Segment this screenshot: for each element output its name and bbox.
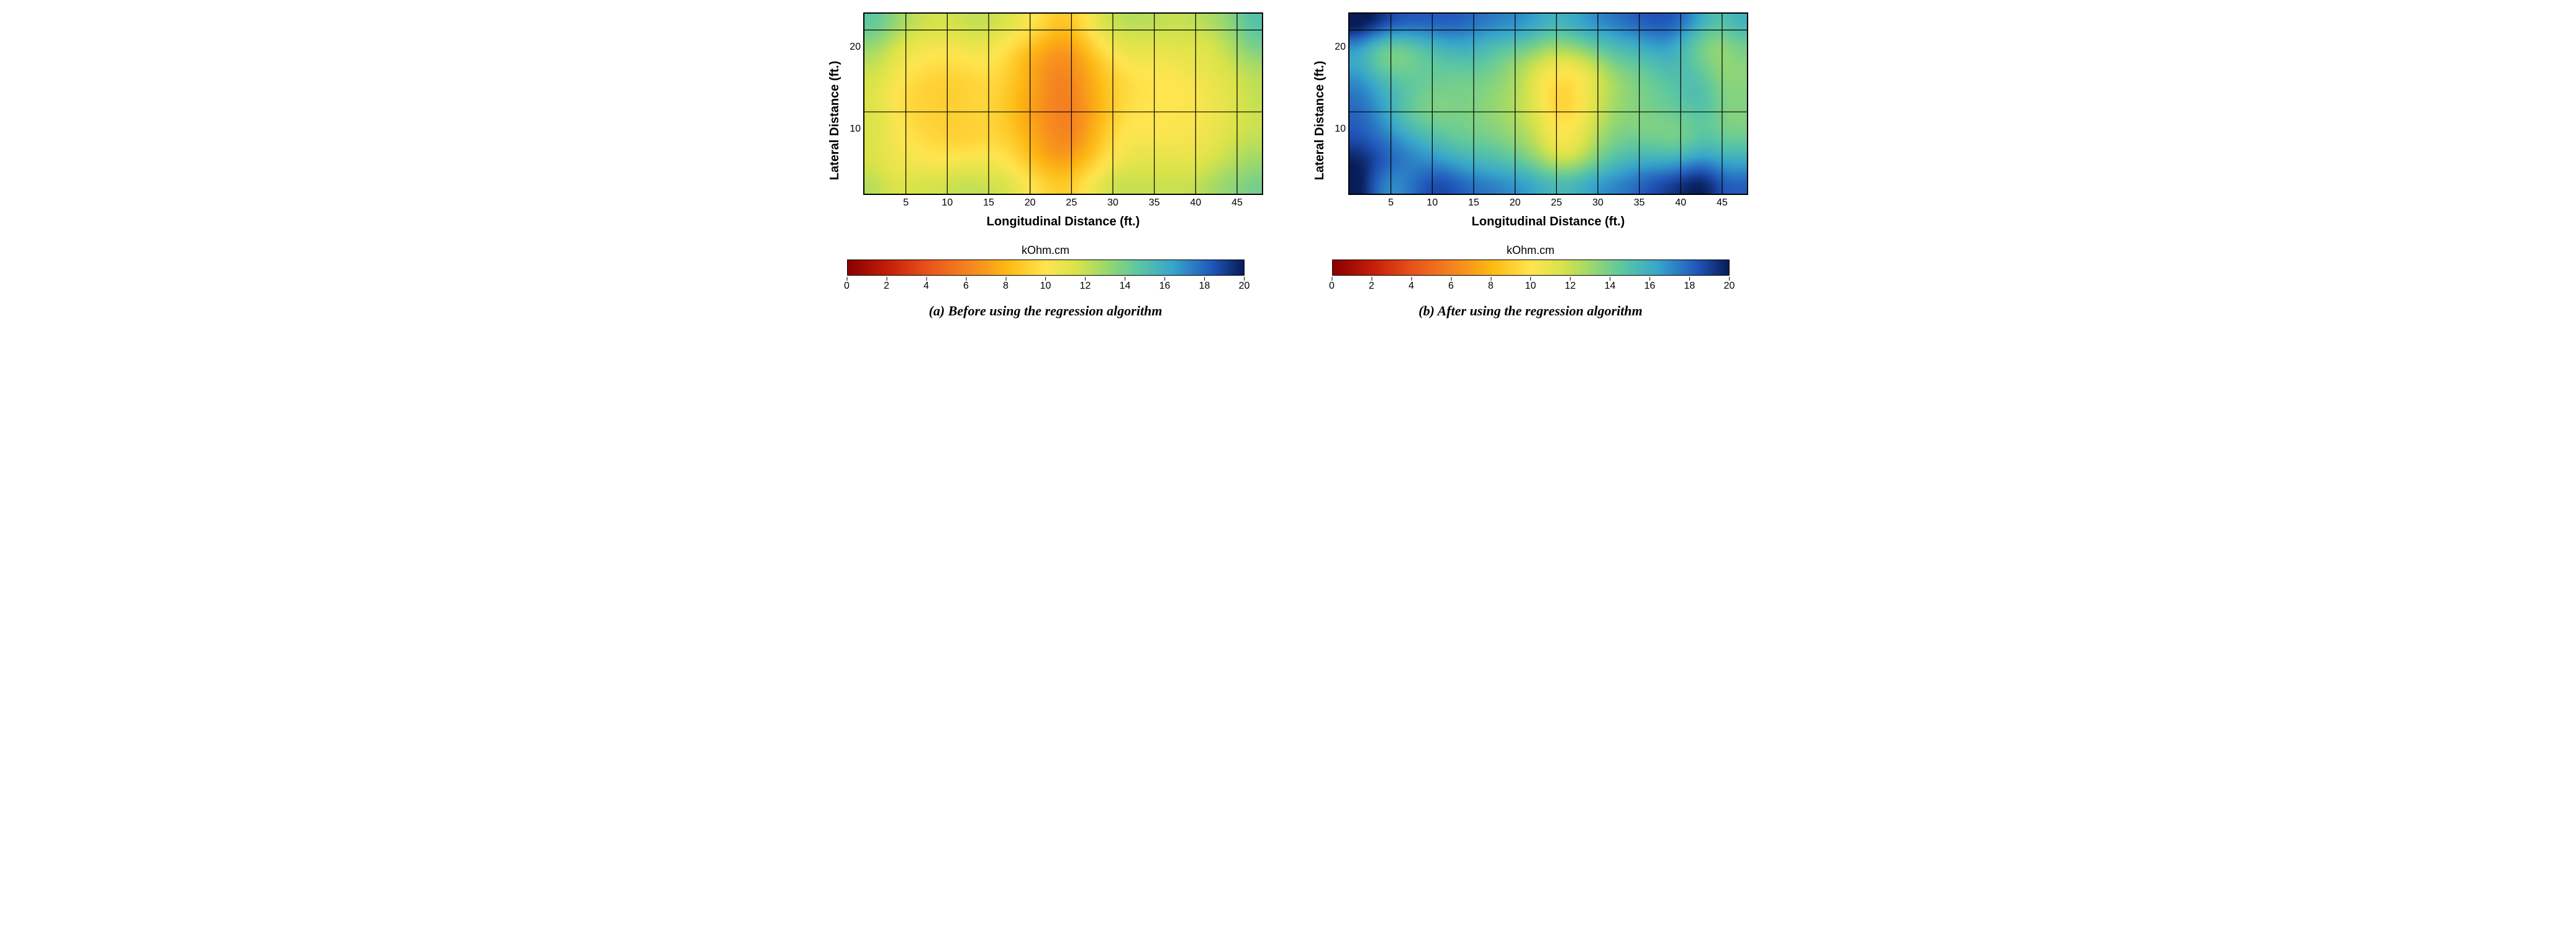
x-tick-label: 20 <box>1025 197 1036 209</box>
axis-col-b: 5 10 15 20 25 30 35 40 45 Longitudinal Distance … <box>1348 12 1748 229</box>
x-ticks-b: 5 10 15 20 25 30 35 40 45 <box>1349 197 1747 211</box>
plot-wrap-a: Lateral Distance (ft.) 10 20 5 10 15 20 25 30 3… <box>828 12 1263 229</box>
y-ticks-b: 10 20 <box>1331 31 1348 211</box>
x-tick-label: 40 <box>1675 197 1686 209</box>
colorbar-tick-label: 16 <box>1159 281 1171 292</box>
x-tick-label: 5 <box>1388 197 1394 209</box>
colorbar-tick-label: 14 <box>1120 281 1131 292</box>
colorbar-tick-label: 14 <box>1605 281 1616 292</box>
colorbar-ticks-b: 02468101214161820 <box>1332 277 1730 294</box>
colorbar-tick-label: 8 <box>1003 281 1009 292</box>
y-tick-label: 20 <box>1335 42 1346 53</box>
x-tick-label: 25 <box>1066 197 1077 209</box>
colorbar-title-b: kOhm.cm <box>1507 244 1554 257</box>
colorbar-tick-label: 6 <box>1448 281 1454 292</box>
colorbar-tick-label: 0 <box>844 281 850 292</box>
panel-b: Lateral Distance (ft.) 1020 510152025303… <box>1313 12 1748 319</box>
colorbar-canvas-a <box>847 260 1245 276</box>
heatmap-box-b <box>1348 12 1748 195</box>
x-tick-label: 10 <box>941 197 953 209</box>
y-tick-label: 20 <box>850 42 861 53</box>
plot-wrap-b: Lateral Distance (ft.) 10 20 5 10 15 20 25 30 3… <box>1313 12 1748 229</box>
heatmap-box-a <box>863 12 1263 195</box>
x-axis-label-a: Longitudinal Distance (ft.) <box>987 215 1140 229</box>
x-tick-label: 45 <box>1717 197 1728 209</box>
colorbar-tick-label: 20 <box>1239 281 1250 292</box>
heatmap-canvas-a <box>864 14 1262 194</box>
y-tick-label: 10 <box>850 124 861 135</box>
caption-a: (a) Before using the regression algorith… <box>929 303 1163 319</box>
x-tick-label: 15 <box>983 197 994 209</box>
x-tick-label: 30 <box>1107 197 1118 209</box>
panel-a: Lateral Distance (ft.) 1020 510152025303… <box>828 12 1263 319</box>
colorbar-tick-label: 2 <box>884 281 889 292</box>
y-axis-label-b: Lateral Distance (ft.) <box>1313 61 1327 180</box>
colorbar-tick-label: 10 <box>1040 281 1051 292</box>
x-axis-label-b: Longitudinal Distance (ft.) <box>1472 215 1625 229</box>
colorbar-tick-label: 20 <box>1724 281 1735 292</box>
heatmap-canvas-b <box>1349 14 1747 194</box>
colorbar-canvas-b <box>1332 260 1730 276</box>
x-tick-label: 35 <box>1149 197 1160 209</box>
x-tick-label: 35 <box>1634 197 1645 209</box>
colorbar-box-a: 02468101214161820 <box>847 260 1245 294</box>
x-tick-label: 25 <box>1551 197 1562 209</box>
x-tick-label: 40 <box>1190 197 1201 209</box>
colorbar-tick-label: 18 <box>1684 281 1695 292</box>
colorbar-tick-label: 4 <box>923 281 929 292</box>
x-ticks-a: 5 10 15 20 25 30 35 40 45 <box>864 197 1262 211</box>
caption-b: (b) After using the regression algorithm <box>1418 303 1642 319</box>
colorbar-tick-label: 12 <box>1080 281 1091 292</box>
colorbar-tick-label: 18 <box>1199 281 1210 292</box>
figure-container: Lateral Distance (ft.) 1020 510152025303… <box>12 12 2564 319</box>
x-tick-label: 30 <box>1592 197 1603 209</box>
colorbar-tick-label: 4 <box>1408 281 1414 292</box>
colorbar-tick-label: 0 <box>1329 281 1335 292</box>
colorbar-ticks-a: 02468101214161820 <box>847 277 1245 294</box>
colorbar-tick-label: 12 <box>1565 281 1576 292</box>
colorbar-tick-label: 10 <box>1525 281 1536 292</box>
colorbar-tick-label: 8 <box>1488 281 1494 292</box>
x-tick-label: 10 <box>1426 197 1438 209</box>
colorbar-title-a: kOhm.cm <box>1022 244 1069 257</box>
x-tick-label: 5 <box>903 197 909 209</box>
colorbar-box-b: 02468101214161820 <box>1332 260 1730 294</box>
colorbar-tick-label: 16 <box>1644 281 1656 292</box>
colorbar-tick-label: 6 <box>963 281 969 292</box>
colorbar-tick-label: 2 <box>1369 281 1374 292</box>
x-tick-label: 45 <box>1231 197 1243 209</box>
y-axis-label-a: Lateral Distance (ft.) <box>828 61 842 180</box>
y-tick-label: 10 <box>1335 124 1346 135</box>
y-ticks-a: 10 20 <box>846 31 863 211</box>
axis-col-a: 5 10 15 20 25 30 35 40 45 Longitudinal Distance … <box>863 12 1263 229</box>
x-tick-label: 15 <box>1468 197 1479 209</box>
x-tick-label: 20 <box>1510 197 1521 209</box>
